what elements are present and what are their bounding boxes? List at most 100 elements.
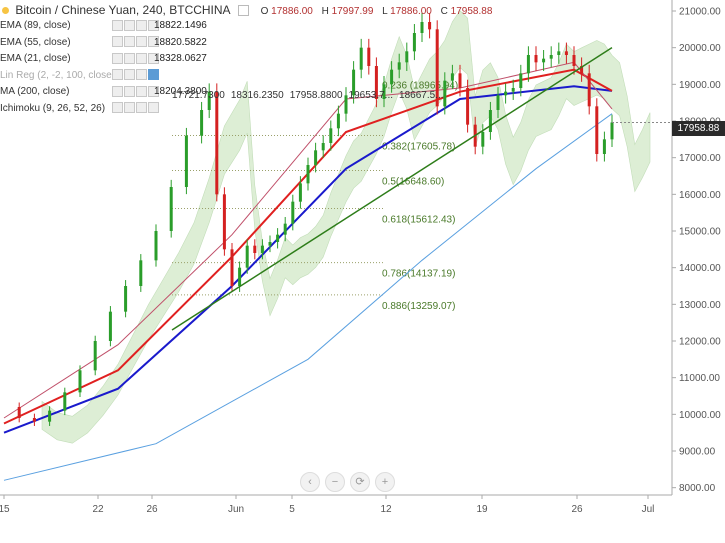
candle-body <box>534 55 538 63</box>
candle-body <box>564 51 568 55</box>
candle-body <box>245 245 249 268</box>
fib-label: 0.236 (18965.94) <box>382 81 458 92</box>
reset-icon[interactable]: ⟳ <box>350 472 370 492</box>
candle-body <box>329 128 333 143</box>
candle-body <box>78 370 82 393</box>
candle-body <box>108 311 112 341</box>
candle-body <box>549 55 553 59</box>
fib-label: 0.382(17605.78) <box>382 141 455 152</box>
indicator-row[interactable]: Ichimoku (9, 26, 52, 26) <box>0 101 498 118</box>
candle-body <box>481 132 485 147</box>
symbol-dot-icon <box>2 7 9 15</box>
indicator-row[interactable]: MA (200, close) 18204.3800 <box>0 84 498 101</box>
candle-body <box>336 113 340 129</box>
candle-body <box>382 84 386 99</box>
candle-body <box>519 73 523 88</box>
candle-body <box>412 33 416 52</box>
add-icon[interactable] <box>136 52 147 64</box>
x-tick-label: 5 <box>289 504 295 515</box>
add-icon[interactable] <box>136 85 147 97</box>
candle-body <box>374 66 378 99</box>
eye-icon[interactable] <box>112 52 123 64</box>
candle-body <box>435 29 439 107</box>
ichimoku-value: 18667.5... <box>399 90 444 101</box>
candle-body <box>352 69 356 96</box>
zoom-in-icon[interactable]: + <box>375 472 395 492</box>
close-icon[interactable] <box>148 69 159 81</box>
legend: Bitcoin / Chinese Yuan, 240, BTCCHINA O … <box>0 2 498 117</box>
close-icon[interactable] <box>148 52 159 64</box>
x-tick-label: 19 <box>476 504 488 515</box>
candle-body <box>390 69 394 85</box>
y-tick-label: 20000.00 <box>679 43 721 54</box>
add-icon[interactable] <box>136 19 147 31</box>
indicator-row[interactable]: EMA (21, close) 18328.0627 <box>0 51 498 68</box>
indicator-name: EMA (55, close) <box>0 36 71 48</box>
candle-body <box>200 110 204 136</box>
close-icon[interactable] <box>148 102 159 114</box>
candle-body <box>298 183 302 202</box>
indicator-name: MA (200, close) <box>0 86 70 97</box>
eye-icon[interactable] <box>112 69 123 81</box>
eye-icon[interactable] <box>112 36 123 48</box>
symbol-title: Bitcoin / Chinese Yuan, 240, BTCCHINA <box>15 3 230 17</box>
y-tick-label: 19000.00 <box>679 80 721 91</box>
indicator-row[interactable]: EMA (55, close) 18820.5822 <box>0 35 498 52</box>
candle-body <box>283 223 287 235</box>
candle-body <box>572 55 576 66</box>
candle-body <box>215 91 219 195</box>
eye-icon[interactable] <box>112 19 123 31</box>
indicator-name: EMA (21, close) <box>0 53 71 64</box>
settings-icon[interactable] <box>124 19 135 31</box>
settings-icon[interactable] <box>124 36 135 48</box>
candle-body <box>511 88 515 92</box>
candle-body <box>139 260 143 286</box>
y-tick-label: 10000.00 <box>679 410 721 421</box>
eye-icon[interactable] <box>112 102 123 114</box>
close-icon[interactable] <box>148 19 159 31</box>
close-icon[interactable] <box>148 36 159 48</box>
candle-body <box>222 194 226 250</box>
x-tick-label: 26 <box>571 504 583 515</box>
ma200-line <box>3 113 613 481</box>
indicator-row[interactable]: Lin Reg (2, -2, 100, close) <box>0 68 498 85</box>
ohlc-readout: O 17886.00 H 17997.99 L 17886.00 C 17958… <box>260 6 493 17</box>
fib-label: 0.5(16648.60) <box>382 177 444 188</box>
eye-icon[interactable] <box>112 85 123 97</box>
settings-box-icon[interactable] <box>238 5 250 17</box>
candle-body <box>17 407 21 418</box>
indicator-name: Lin Reg (2, -2, 100, close) <box>0 69 116 81</box>
fib-label: 0.886(13259.07) <box>382 301 455 312</box>
close-icon[interactable] <box>148 85 159 97</box>
candle-body <box>93 341 97 371</box>
candle-body <box>154 231 158 261</box>
ichimoku-values: 17721.7300 18316.2350 17958.8800 19653.7...… <box>172 90 450 101</box>
x-tick-label: Jun <box>228 504 244 515</box>
y-tick-label: 12000.00 <box>679 337 721 348</box>
candle-body <box>207 91 211 110</box>
candle-body <box>610 122 614 140</box>
settings-icon[interactable] <box>124 52 135 64</box>
settings-icon[interactable] <box>124 102 135 114</box>
y-tick-label: 16000.00 <box>679 190 721 201</box>
candle-body <box>344 95 348 114</box>
y-tick-label: 21000.00 <box>679 7 721 18</box>
indicator-value: 18204.3800 <box>154 86 207 97</box>
add-icon[interactable] <box>136 102 147 114</box>
indicator-name: EMA (89, close) <box>0 20 71 31</box>
indicator-row[interactable]: EMA (89, close) 18822.1496 <box>0 18 498 35</box>
fib-label: 0.618(15612.43) <box>382 215 455 226</box>
zoom-out-icon[interactable]: − <box>325 472 345 492</box>
add-icon[interactable] <box>136 69 147 81</box>
settings-icon[interactable] <box>124 69 135 81</box>
settings-icon[interactable] <box>124 85 135 97</box>
y-tick-label: 9000.00 <box>679 447 716 458</box>
indicator-value: 18328.0627 <box>154 53 207 64</box>
x-tick-label: 22 <box>92 504 104 515</box>
candle-body <box>238 267 242 286</box>
candle-body <box>32 418 36 422</box>
add-icon[interactable] <box>136 36 147 48</box>
candle-body <box>496 95 500 110</box>
scroll-left-icon[interactable]: ‹ <box>300 472 320 492</box>
